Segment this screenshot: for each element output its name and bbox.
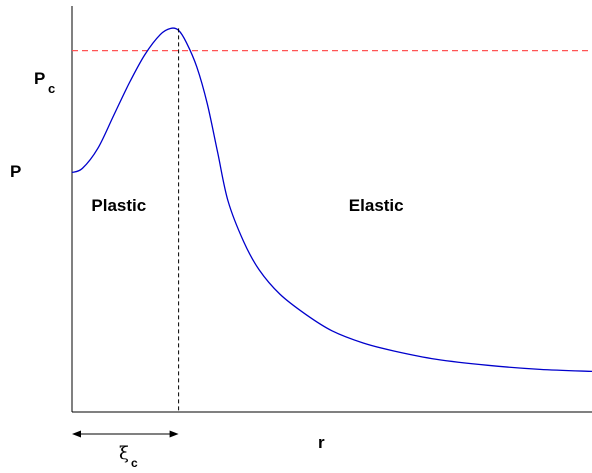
x-axis-label: r — [318, 433, 325, 452]
width-arrow-head-right — [169, 430, 179, 438]
width-arrow-head-left — [72, 430, 81, 438]
threshold-label-subscript: c — [48, 81, 55, 96]
chart-marks — [71, 27, 592, 438]
y-axis-label: P — [10, 162, 21, 181]
elastic-region-label: Elastic — [349, 196, 404, 215]
plot-frame-group — [71, 6, 592, 413]
width-label: ξ — [119, 443, 129, 464]
threshold-label: P — [34, 69, 45, 88]
series-line-0 — [71, 27, 592, 373]
plastic-region-label: Plastic — [91, 196, 146, 215]
width-label-subscript: c — [131, 456, 138, 470]
